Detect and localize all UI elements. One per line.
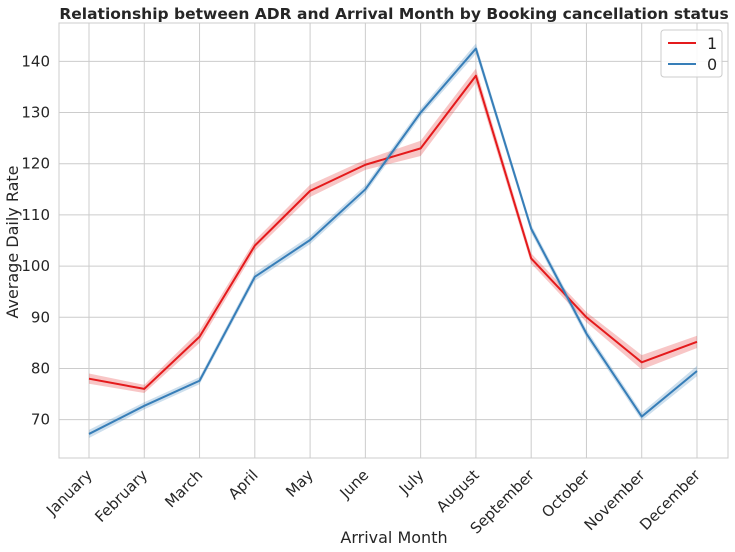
- y-tick-label: 120: [21, 155, 50, 173]
- x-tick-label: April: [225, 466, 262, 503]
- legend-label-series-0: 0: [707, 55, 717, 74]
- x-tick-label: July: [395, 466, 428, 499]
- y-axis-title: Average Daily Rate: [3, 165, 22, 318]
- plot-frame: [58, 22, 729, 459]
- x-tick-label: June: [336, 466, 373, 503]
- ci-band-series-1: [89, 68, 697, 394]
- x-tick-label: May: [282, 466, 317, 501]
- y-tick-label: 110: [21, 206, 50, 224]
- x-tick-label: January: [42, 466, 96, 520]
- x-tick-label: December: [636, 466, 704, 534]
- y-tick-label: 70: [31, 411, 50, 429]
- legend: 10: [660, 29, 723, 78]
- ci-band-series-0: [89, 43, 697, 439]
- x-tick-label: February: [91, 466, 151, 526]
- x-axis-title: Arrival Month: [340, 528, 447, 547]
- y-tick-label: 80: [31, 359, 50, 377]
- y-tick-label: 130: [21, 104, 50, 122]
- y-tick-label: 140: [21, 52, 50, 70]
- x-tick-label: August: [433, 466, 483, 516]
- y-tick-label: 100: [21, 257, 50, 275]
- x-tick-label: October: [538, 466, 594, 522]
- legend-box: [660, 29, 723, 78]
- series-line-0: [88, 47, 698, 435]
- y-tick-label: 90: [31, 308, 50, 326]
- series-line-1: [88, 74, 698, 390]
- legend-label-series-1: 1: [707, 34, 717, 53]
- chart-title: Relationship between ADR and Arrival Mon…: [59, 5, 728, 23]
- x-tick-label: March: [161, 466, 206, 511]
